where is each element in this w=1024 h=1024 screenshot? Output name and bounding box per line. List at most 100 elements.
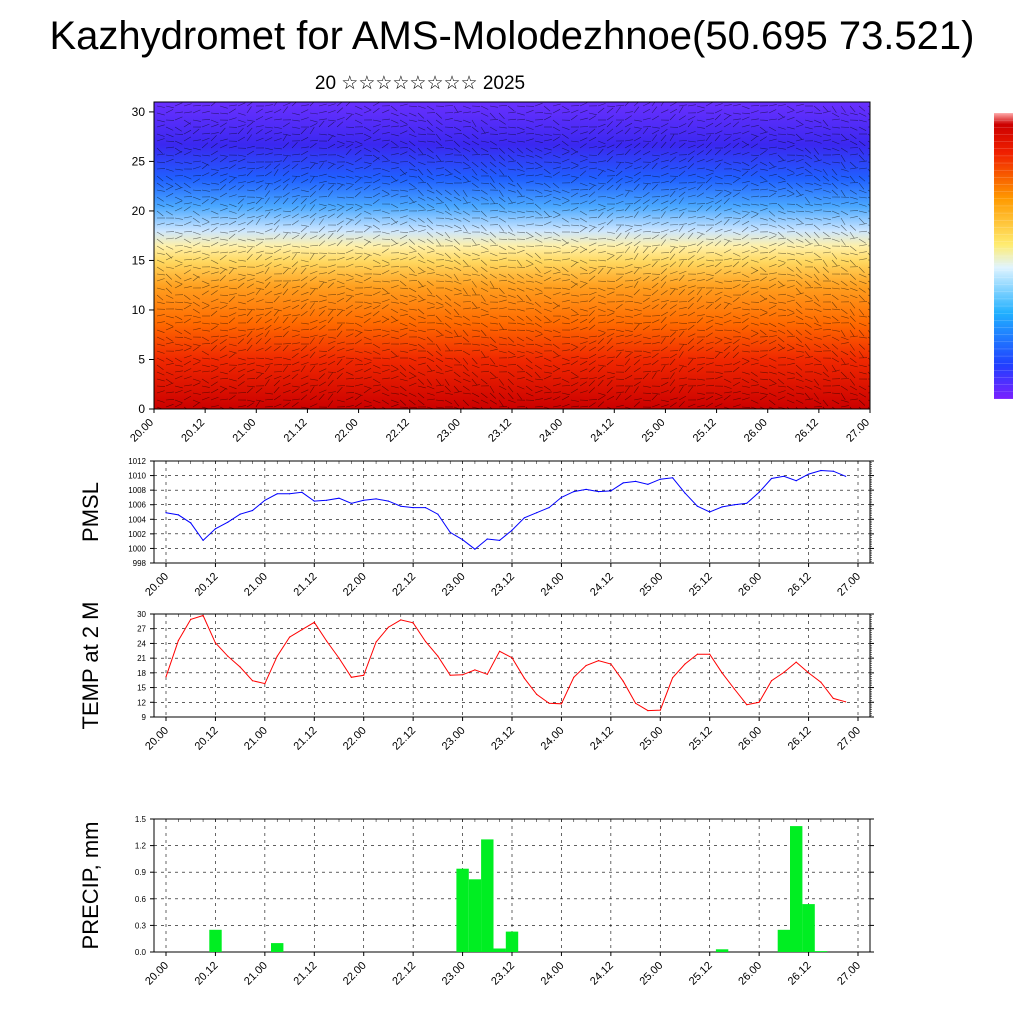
wind-barb (813, 154, 820, 162)
wind-barb (237, 158, 246, 163)
wind-barb (561, 378, 570, 383)
wind-barb (867, 315, 870, 318)
wind-barb (732, 161, 741, 164)
wind-barb (219, 105, 228, 109)
wind-barb (678, 259, 688, 261)
wind-barb (237, 405, 246, 408)
wind-barb (291, 163, 299, 170)
wind-barb (831, 140, 840, 145)
wind-barb (615, 378, 625, 380)
wind-barb (273, 292, 282, 296)
y-tick-label: 5 (138, 352, 145, 366)
wind-barb (336, 273, 345, 276)
wind-barb (156, 378, 165, 382)
wind-barb (534, 378, 544, 381)
wind-barb (822, 105, 829, 113)
wind-barb (228, 104, 237, 107)
precip-bar (790, 826, 803, 952)
wind-barb (291, 213, 299, 219)
wind-barb (417, 238, 426, 243)
wind-barb (570, 376, 579, 380)
wind-barb (795, 399, 804, 404)
wind-barb (300, 226, 308, 233)
wind-barb (246, 219, 254, 226)
wind-barb (390, 119, 399, 124)
wind-barb (588, 146, 597, 149)
wind-barb (381, 364, 390, 367)
wind-barb (309, 175, 319, 177)
wind-barb (678, 225, 684, 233)
wind-barb (165, 280, 173, 287)
wind-barb (228, 350, 237, 354)
wind-barb (624, 322, 633, 325)
wind-barb (192, 343, 201, 347)
wind-barb (597, 265, 607, 268)
wind-barb (228, 385, 237, 390)
wind-barb (381, 210, 390, 214)
wind-barb (498, 322, 504, 330)
wind-barb (687, 156, 694, 163)
wind-barb (336, 385, 346, 387)
wind-barb (246, 378, 256, 380)
wind-barb (570, 224, 580, 227)
temp-point (560, 703, 563, 705)
wind-barb (696, 183, 703, 191)
wind-barb (201, 142, 209, 149)
wind-barb (678, 301, 688, 303)
wind-barb (597, 375, 606, 380)
wind-barb (444, 336, 454, 339)
wind-barb (723, 394, 731, 401)
wind-barb (363, 329, 373, 331)
wind-barb (489, 392, 497, 399)
wind-barb (282, 133, 288, 142)
wind-barb (543, 236, 552, 240)
wind-barb (516, 210, 525, 214)
wind-barb (381, 132, 390, 135)
wind-barb (849, 398, 858, 401)
wind-barb (435, 252, 444, 256)
wind-barb (372, 243, 381, 247)
wind-barb (219, 127, 226, 135)
x-tick-label: 21.00 (230, 417, 258, 445)
wind-barb (372, 168, 382, 170)
wind-barb (264, 147, 273, 151)
wind-barb (237, 195, 246, 198)
wind-barb (255, 347, 264, 352)
wind-barb (633, 381, 641, 387)
wind-barb (336, 144, 345, 149)
wind-barb (768, 305, 777, 310)
wind-barb (714, 269, 722, 275)
wind-barb (273, 345, 281, 352)
wind-barb (651, 198, 659, 205)
wind-barb (480, 161, 488, 168)
wind-barb (795, 124, 804, 128)
wind-barb (381, 259, 390, 264)
wind-barb (399, 215, 408, 219)
wind-barb (768, 133, 777, 137)
wind-barb (282, 154, 291, 157)
wind-barb (795, 194, 804, 198)
wind-barb (327, 161, 336, 165)
wind-barb (669, 331, 677, 338)
wind-barb (696, 150, 704, 156)
wind-barb (327, 134, 334, 142)
wind-barb (714, 199, 722, 205)
wind-barb (768, 138, 777, 142)
wind-barb (498, 392, 505, 400)
wind-barb (273, 102, 278, 107)
wind-barb (759, 161, 768, 166)
wind-barb (687, 358, 694, 366)
wind-barb (174, 168, 183, 171)
wind-barb (759, 256, 768, 261)
wind-barb (408, 329, 417, 332)
wind-barb (606, 359, 614, 366)
wind-barb (588, 340, 597, 345)
wind-barb (399, 322, 408, 327)
wind-barb (552, 133, 561, 136)
wind-barb (525, 301, 534, 305)
wind-barb (669, 300, 678, 303)
wind-barb (579, 137, 588, 142)
wind-barb (183, 258, 193, 261)
wind-barb (588, 184, 596, 191)
wind-barb (354, 219, 362, 226)
